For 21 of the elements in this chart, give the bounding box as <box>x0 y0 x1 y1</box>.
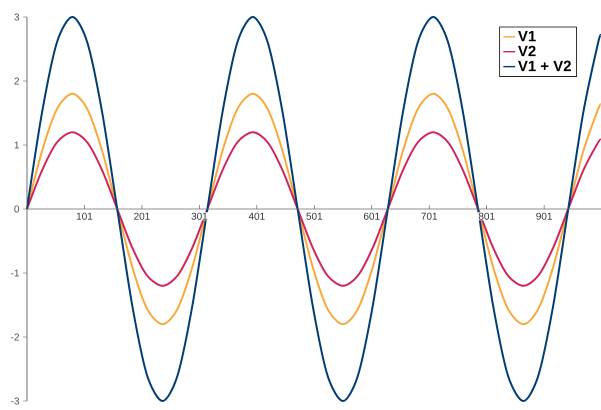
y-tick-label: 0 <box>14 205 20 213</box>
line-series <box>26 16 601 402</box>
x-tick-label: 901 <box>536 212 552 220</box>
y-tick-label: -2 <box>11 334 19 340</box>
legend-label: V1 <box>518 30 536 42</box>
y-tick-label: 3 <box>14 13 20 21</box>
legend-label: V2 <box>518 46 536 56</box>
x-tick-label: 301 <box>191 212 208 220</box>
y-tick-label: 1 <box>14 142 20 148</box>
x-tick-label: 601 <box>364 212 380 220</box>
x-tick-label: 101 <box>76 212 92 220</box>
x-tick-label: 501 <box>306 212 322 220</box>
y-tick-label: 2 <box>14 78 19 84</box>
y-tick-label: -3 <box>11 397 20 405</box>
x-tick-label: 701 <box>421 212 438 220</box>
x-tick-label: 201 <box>134 212 150 220</box>
x-tick-label: 401 <box>248 212 265 220</box>
x-tick-label: 801 <box>478 212 494 220</box>
y-tick-label: -1 <box>11 270 20 276</box>
legend-label: V1 + V2 <box>518 60 571 72</box>
line-series <box>26 131 601 287</box>
